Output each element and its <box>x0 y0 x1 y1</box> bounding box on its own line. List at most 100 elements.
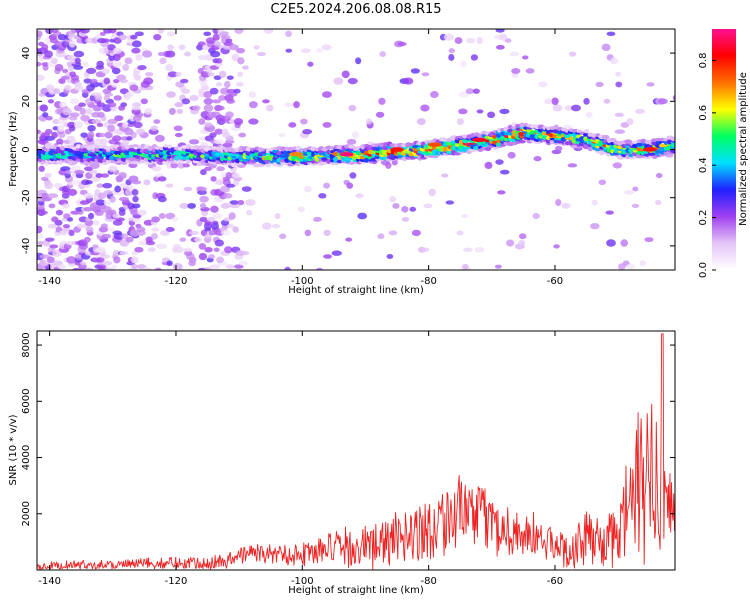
spectrogram-cell <box>182 163 191 168</box>
spectrogram-cell <box>234 29 244 34</box>
spectrogram-cell <box>591 199 598 206</box>
spectrogram-cell <box>232 172 241 179</box>
spectrogram-cell <box>460 60 467 68</box>
spectrogram-cell <box>167 44 174 51</box>
spectrogram-cell <box>177 162 186 169</box>
spectrogram-cell <box>271 223 281 229</box>
spectrogram-cell <box>188 230 199 235</box>
spectrogram-cell <box>78 102 86 107</box>
spectrogram-cell <box>215 57 223 64</box>
spectrogram-cell <box>198 243 207 250</box>
spectrogram-cell <box>95 257 105 263</box>
spectrogram-cell <box>227 92 238 97</box>
spectrogram-cell <box>73 65 84 70</box>
spectrogram-cell <box>217 29 224 33</box>
y-tick-label: 8000 <box>21 332 32 357</box>
spectrogram-cell <box>228 212 236 220</box>
spectrogram-cell <box>284 102 294 107</box>
spectrogram-cell <box>241 186 252 192</box>
spectrogram-cell <box>551 97 559 106</box>
spectrogram-cell <box>107 124 116 132</box>
spectrogram-cell <box>226 75 234 80</box>
spectrogram-cell <box>115 217 125 222</box>
spectrogram-cells <box>37 29 675 270</box>
spectrogram-cell <box>591 133 597 138</box>
spectrogram-cell <box>420 104 430 112</box>
spectrogram-cell <box>203 90 213 99</box>
spectrogram-cell <box>73 50 85 58</box>
spectrogram-cell <box>51 29 59 33</box>
spectrogram-cell <box>87 125 96 132</box>
spectrogram-cell <box>220 202 231 209</box>
spectrogram-cell <box>122 64 130 72</box>
spectrogram-cell <box>127 202 135 210</box>
spectrogram-cell <box>119 79 128 84</box>
spectrogram-cell <box>74 121 83 129</box>
spectrogram-cell <box>222 193 233 199</box>
snr-x-ticks: -140 -120 -100 -80 -60 <box>38 331 563 587</box>
snr-y-ticks: 2000 4000 6000 8000 <box>21 332 675 526</box>
spectrogram-cell <box>632 186 639 192</box>
spectrogram-cell <box>153 33 162 41</box>
spectrogram-cell <box>525 68 535 74</box>
spectrogram-cell <box>204 122 213 128</box>
spectrogram-cell <box>428 188 436 197</box>
spectrogram-cell <box>49 244 59 249</box>
spectrogram-cell <box>472 88 480 94</box>
spectrogram-cell <box>553 244 560 249</box>
spectrogram-cell <box>511 68 521 74</box>
spectrogram-cell <box>318 193 327 199</box>
spectrogram-cell <box>245 199 256 206</box>
spectrogram-cell <box>584 129 590 134</box>
spectrogram-cell <box>119 250 129 256</box>
spectrogram-cell <box>220 185 231 193</box>
spectrogram-cell <box>217 105 225 111</box>
spectrogram-cell <box>509 51 520 57</box>
spectrogram-cell <box>411 229 421 237</box>
spectrogram-cell <box>72 160 78 165</box>
spectrogram-cell <box>470 54 478 61</box>
spectrogram-cell <box>300 118 308 125</box>
spectrogram-cell <box>215 179 225 186</box>
spectrogram-cell <box>226 88 237 94</box>
spectrogram-cell <box>62 227 71 232</box>
spectrogram-cell <box>204 267 212 270</box>
spectrogram-cell <box>99 138 108 146</box>
spectrogram-cell <box>66 54 78 61</box>
spectrogram-cell <box>218 70 227 78</box>
spectrogram-y-label: Frequency (Hz) <box>8 111 19 187</box>
spectrogram-cell <box>229 200 239 205</box>
spectrogram-cell <box>410 68 420 74</box>
spectrogram-cell <box>44 182 54 190</box>
spectrogram-cell <box>614 129 626 134</box>
spectrogram-cell <box>496 44 505 50</box>
spectrogram-cell <box>313 216 322 222</box>
spectrogram-cell <box>421 72 430 77</box>
spectrogram-cell <box>555 198 562 207</box>
spectrogram-cell <box>100 223 108 229</box>
spectrogram-cell <box>474 247 485 253</box>
spectrogram-cell <box>125 236 134 243</box>
spectrogram-cell <box>66 256 77 264</box>
spectrogram-cell <box>222 142 233 148</box>
spectrogram-cell <box>159 230 170 236</box>
spectrogram-cell <box>100 254 111 259</box>
spectrogram-cell <box>69 98 79 105</box>
spectrogram-cell <box>92 244 99 249</box>
spectrogram-cell <box>47 99 54 104</box>
spectrogram-cell <box>219 87 230 95</box>
spectrogram-cell <box>135 54 143 61</box>
spectrogram-cell <box>304 229 312 237</box>
spectrogram-cell <box>53 182 63 189</box>
spectrogram-cell <box>519 122 525 128</box>
spectrogram-cell <box>178 44 186 51</box>
spectrogram-cell <box>59 101 67 108</box>
spectrogram-cell <box>165 183 174 188</box>
spectrogram-cell <box>264 29 274 35</box>
spectrogram-cell <box>39 254 51 259</box>
spectrogram-cell <box>333 77 344 85</box>
spectrogram-cell <box>90 78 98 84</box>
colorbar-ticks: 0.0 0.2 0.4 0.6 0.8 <box>698 52 716 278</box>
spectrogram-cell <box>209 132 217 138</box>
